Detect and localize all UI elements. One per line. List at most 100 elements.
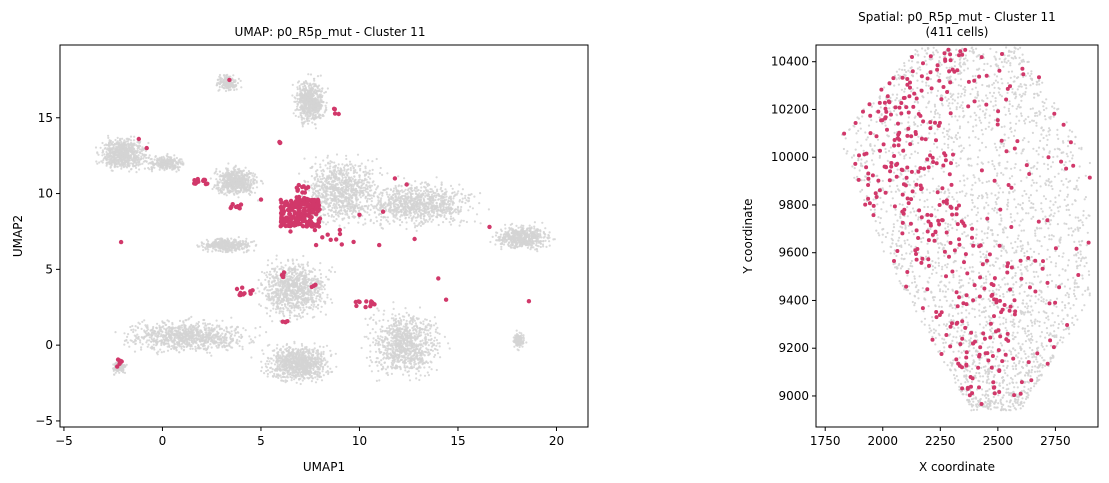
umap-bg-point xyxy=(417,213,420,217)
umap-bg-point xyxy=(363,186,367,189)
umap-bg-point xyxy=(429,213,432,216)
umap-bg-point xyxy=(393,201,396,204)
umap-bg-point xyxy=(241,181,244,184)
umap-bg-point xyxy=(218,192,221,195)
umap-bg-point xyxy=(427,207,430,211)
umap-bg-point xyxy=(321,104,324,107)
umap-bg-point xyxy=(443,193,446,196)
umap-bg-point xyxy=(142,147,145,150)
umap-bg-point xyxy=(288,316,292,320)
umap-bg-point xyxy=(352,203,355,206)
umap-bg-point xyxy=(362,223,365,226)
umap-bg-point xyxy=(294,114,297,117)
umap-bg-point xyxy=(306,180,310,183)
umap-bg-point xyxy=(436,216,439,219)
umap-bg-point xyxy=(335,175,338,178)
umap-bg-point xyxy=(356,189,359,192)
umap-bg-point xyxy=(515,224,518,227)
umap-bg-point xyxy=(400,189,403,192)
umap-bg-point xyxy=(237,174,240,177)
umap-bg-point xyxy=(515,232,518,235)
umap-bg-point xyxy=(467,196,470,199)
umap-bg-point xyxy=(111,148,114,151)
umap-bg-point xyxy=(125,157,128,160)
umap-bg-point xyxy=(108,163,111,166)
umap-bg-point xyxy=(387,210,390,213)
umap-bg-point xyxy=(136,158,139,161)
umap-bg-point xyxy=(98,161,101,164)
umap-bg-point xyxy=(342,181,345,184)
umap-bg-point xyxy=(434,185,437,188)
umap-bg-point xyxy=(397,206,401,209)
umap-bg-point xyxy=(402,208,405,211)
umap-bg-point xyxy=(358,206,362,209)
umap-bg-point xyxy=(325,195,328,198)
umap-bg-point xyxy=(121,151,124,154)
umap-bg-point xyxy=(347,176,351,179)
umap-bg-point xyxy=(260,270,264,274)
umap-bg-point xyxy=(114,165,117,168)
umap-bg-point xyxy=(235,191,238,194)
umap-bg-point xyxy=(246,185,249,188)
umap-bg-point xyxy=(133,142,136,145)
umap-bg-point xyxy=(349,184,352,187)
umap-bg-point xyxy=(235,88,238,91)
umap-bg-point xyxy=(316,85,319,88)
umap-bg-point xyxy=(163,167,166,170)
umap-bg-point xyxy=(434,192,437,195)
umap-bg-point xyxy=(138,163,141,166)
umap-bg-point xyxy=(222,178,225,181)
umap-bg-point xyxy=(352,215,355,218)
umap-bg-point xyxy=(400,210,403,213)
umap-bg-point xyxy=(413,222,416,225)
umap-bg-point xyxy=(153,158,156,161)
umap-bg-point xyxy=(119,148,123,151)
umap-bg-point xyxy=(428,215,431,218)
umap-bg-point xyxy=(311,195,314,198)
umap-bg-point xyxy=(367,171,370,174)
umap-bg-point xyxy=(422,217,425,220)
umap-bg-point xyxy=(101,151,104,154)
umap-bg-point xyxy=(538,240,541,243)
umap-bg-point xyxy=(359,164,362,167)
umap-bg-point xyxy=(322,100,325,104)
umap-bg-point xyxy=(311,117,314,120)
umap-bg-point xyxy=(231,184,234,187)
umap-bg-point xyxy=(448,221,451,224)
umap-bg-point xyxy=(312,112,315,115)
umap-bg-point xyxy=(454,211,458,214)
umap-bg-point xyxy=(386,216,389,219)
umap-bg-point xyxy=(309,73,313,76)
umap-bg-point xyxy=(352,187,355,190)
umap-bg-point xyxy=(356,198,359,201)
umap-bg-point xyxy=(544,239,547,242)
umap-bg-point xyxy=(434,196,437,199)
umap-bg-point xyxy=(423,190,426,193)
umap-bg-point xyxy=(333,172,336,175)
umap-bg-point xyxy=(122,159,125,162)
umap-bg-point xyxy=(223,87,226,90)
umap-bg-point xyxy=(510,229,514,232)
umap-bg-point xyxy=(172,166,175,169)
umap-bg-point xyxy=(173,157,176,160)
umap-bg-point xyxy=(219,189,222,193)
umap-bg-point xyxy=(123,152,126,155)
umap-bg-point xyxy=(450,217,453,220)
umap-bg-point xyxy=(504,227,507,230)
umap-bg-point xyxy=(338,192,341,195)
umap-bg-point xyxy=(105,158,108,161)
umap-bg-point xyxy=(322,168,325,171)
umap-bg-point xyxy=(107,155,110,158)
umap-bg-point xyxy=(311,86,314,89)
umap-bg-point xyxy=(406,198,409,201)
umap-bg-point xyxy=(414,180,417,183)
umap-bg-point xyxy=(452,217,455,220)
umap-bg-point xyxy=(237,196,240,199)
umap-bg-point xyxy=(449,223,453,226)
umap-bg-point xyxy=(139,158,142,161)
umap-bg-point xyxy=(173,159,176,162)
umap-bg-point xyxy=(316,180,319,183)
umap-bg-point xyxy=(338,212,342,215)
umap-bg-point xyxy=(316,307,320,310)
umap-bg-point xyxy=(178,166,181,169)
